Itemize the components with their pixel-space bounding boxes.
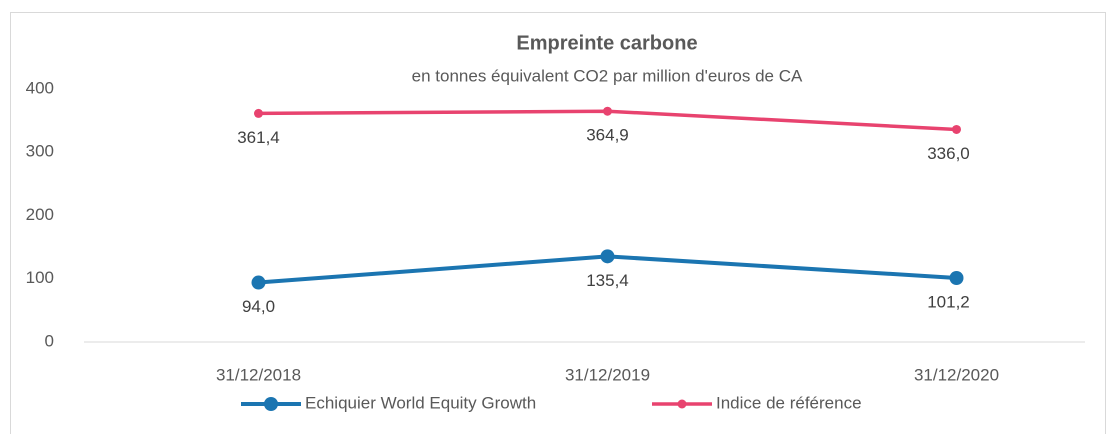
data-label: 361,4 — [237, 128, 280, 147]
point — [603, 106, 612, 116]
y-tick-label: 200 — [26, 205, 54, 224]
legend-marker — [264, 397, 278, 411]
data-label: 364,9 — [586, 126, 629, 145]
x-tick-label: 31/12/2019 — [565, 365, 650, 384]
legend-marker — [677, 399, 687, 409]
point — [949, 270, 964, 285]
y-tick-label: 400 — [26, 78, 54, 97]
legend-label: Echiquier World Equity Growth — [305, 393, 536, 412]
x-tick-label: 31/12/2018 — [216, 365, 301, 384]
data-label: 101,2 — [927, 292, 970, 311]
data-label: 336,0 — [927, 144, 970, 163]
point — [254, 108, 263, 118]
chart-frame — [10, 12, 1106, 434]
point — [600, 249, 615, 264]
y-tick-label: 100 — [26, 268, 54, 287]
x-tick-label: 31/12/2020 — [914, 365, 999, 384]
y-tick-label: 300 — [26, 142, 54, 161]
chart-title: Empreinte carbone — [516, 32, 697, 54]
chart-subtitle: en tonnes équivalent CO2 par million d'e… — [412, 66, 803, 85]
legend-label: Indice de référence — [716, 393, 862, 412]
data-label: 135,4 — [586, 271, 629, 290]
point — [251, 275, 266, 290]
data-label: 94,0 — [242, 297, 275, 316]
y-tick-label: 0 — [45, 331, 54, 350]
point — [952, 124, 961, 134]
